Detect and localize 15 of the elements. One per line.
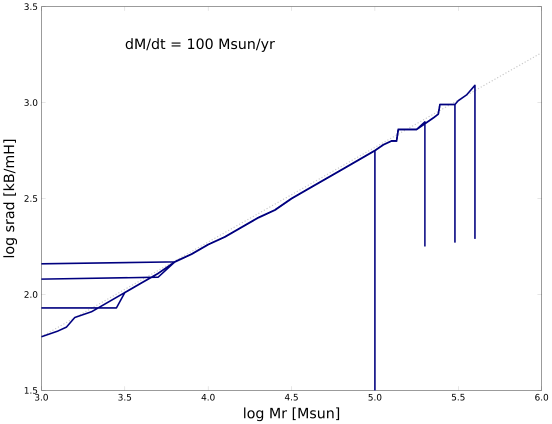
annotation: dM/dt = 100 Msun/yr [126,38,275,52]
y-tick-label: 3.5 [24,3,38,10]
y-tick-label: 2.0 [24,290,38,298]
x-tick-label: 4.5 [284,394,298,400]
x-tick-label: 5.0 [368,394,382,400]
x-tick-label: 3.0 [35,394,48,400]
y-tick-label: 1.5 [24,386,38,394]
x-tick-label: 3.5 [118,394,132,400]
x-tick-label: 6.0 [535,394,548,400]
y-tick-label: 2.5 [24,194,38,202]
x-tick-label: 4.0 [202,394,215,400]
x-axis-title: log Mr [Msun] [244,407,340,421]
y-tick-label: 3.0 [24,99,38,106]
x-tick-label: 5.5 [452,394,465,400]
y-axis-title: log srad [kB/mH] [3,140,18,257]
